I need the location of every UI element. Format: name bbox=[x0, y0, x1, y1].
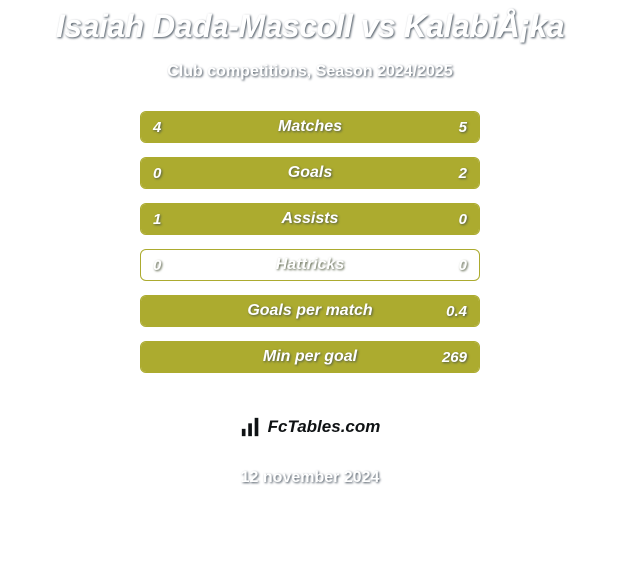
stat-row: Goals per match0.4 bbox=[140, 295, 480, 327]
stat-row: Matches4 5 bbox=[140, 111, 480, 143]
stat-row: Hattricks0 0 bbox=[140, 249, 480, 281]
placeholder-ellipse-mid-left bbox=[20, 176, 120, 200]
placeholder-ellipse-top-right bbox=[486, 122, 592, 148]
value-left: 0 bbox=[153, 158, 161, 188]
stat-label: Goals per match bbox=[141, 296, 479, 326]
value-right: 0 bbox=[459, 204, 467, 234]
value-right: 2 bbox=[459, 158, 467, 188]
stat-label: Min per goal bbox=[141, 342, 479, 372]
stat-label: Hattricks bbox=[141, 250, 479, 280]
stat-label: Goals bbox=[141, 158, 479, 188]
value-left: 0 bbox=[153, 250, 161, 280]
value-left: 4 bbox=[153, 112, 161, 142]
value-right: 5 bbox=[459, 112, 467, 142]
placeholder-ellipse-mid-right bbox=[498, 176, 598, 200]
chart-area: Matches45Goals02Assists10Hattricks00Goal… bbox=[0, 111, 620, 391]
logo-text: FcTables.com bbox=[268, 417, 381, 437]
stat-row: Min per goal269 bbox=[140, 341, 480, 373]
value-right: 0 bbox=[459, 250, 467, 280]
value-left: 1 bbox=[153, 204, 161, 234]
value-right: 269 bbox=[442, 342, 467, 372]
value-right: 0.4 bbox=[446, 296, 467, 326]
bars-container: Matches45Goals02Assists10Hattricks00Goal… bbox=[140, 111, 480, 387]
page-title: Isaiah Dada-Mascoll vs KalabiÅ¡ka bbox=[0, 0, 620, 45]
stat-row: Goals0 2 bbox=[140, 157, 480, 189]
comparison-infographic: Isaiah Dada-Mascoll vs KalabiÅ¡ka Club c… bbox=[0, 0, 620, 580]
page-subtitle: Club competitions, Season 2024/2025 bbox=[0, 63, 620, 81]
fctables-logo: FcTables.com bbox=[205, 403, 415, 451]
footer-date: 12 november 2024 bbox=[0, 469, 620, 487]
placeholder-ellipse-top-left bbox=[8, 122, 114, 150]
stat-row: Assists1 0 bbox=[140, 203, 480, 235]
bar-chart-icon bbox=[240, 416, 262, 438]
stat-label: Matches bbox=[141, 112, 479, 142]
stat-label: Assists bbox=[141, 204, 479, 234]
